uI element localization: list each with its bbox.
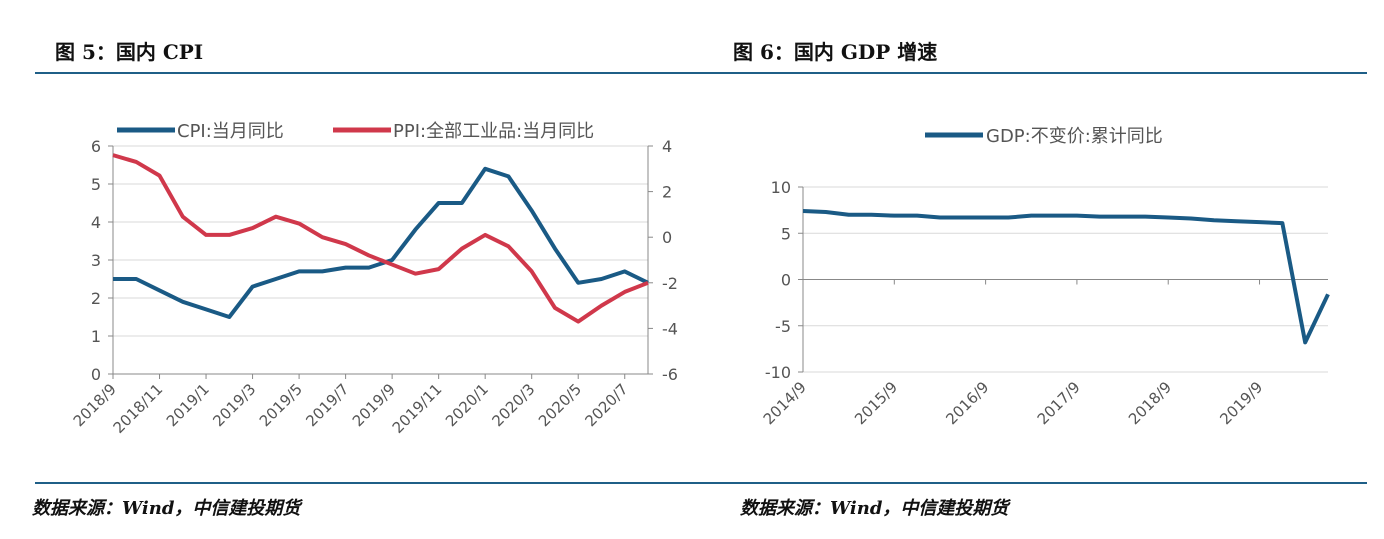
y-left-tick-label: 6 <box>91 137 101 156</box>
x-tick-label: 2019/5 <box>256 380 306 430</box>
y-tick-label: -10 <box>765 363 791 382</box>
left-source-note: 数据来源：Wind，中信建投期货 <box>32 498 301 519</box>
footer-divider <box>35 482 1367 484</box>
gdp-series-line <box>802 209 1330 345</box>
y-right-tick-label: 4 <box>662 137 672 156</box>
x-tick-label: 2019/3 <box>209 380 259 430</box>
x-tick-label: 2018/9 <box>1125 378 1175 428</box>
x-tick-label: 2020/7 <box>582 380 632 430</box>
y-right-tick-label: -2 <box>662 274 678 293</box>
series-line-left <box>113 166 649 319</box>
x-tick-label: 2015/9 <box>851 378 901 428</box>
x-tick-label: 2020/1 <box>442 380 492 430</box>
y-tick-label: 10 <box>771 178 791 197</box>
y-tick-label: 0 <box>781 271 791 290</box>
y-tick-label: 5 <box>781 224 791 243</box>
series-line-right <box>112 153 649 324</box>
y-right-tick-label: 2 <box>662 183 672 202</box>
right-chart-title: 图 6：国内 GDP 增速 <box>733 40 938 64</box>
y-tick-label: -5 <box>775 317 791 336</box>
right-source-note: 数据来源：Wind，中信建投期货 <box>740 498 1009 519</box>
legend-label: CPI:当月同比 <box>177 121 284 142</box>
x-tick-label: 2016/9 <box>942 378 992 428</box>
y-right-tick-label: 0 <box>662 228 672 247</box>
y-left-tick-label: 5 <box>91 175 101 194</box>
x-tick-label: 2019/11 <box>389 380 446 437</box>
x-tick-label: 2019/1 <box>163 380 213 430</box>
legend-label: GDP:不变价:累计同比 <box>986 126 1163 147</box>
y-left-tick-label: 0 <box>91 365 101 384</box>
y-left-tick-label: 1 <box>91 327 101 346</box>
left-chart-title: 图 5：国内 CPI <box>55 40 204 64</box>
x-tick-label: 2019/9 <box>1216 378 1266 428</box>
y-right-tick-label: -6 <box>662 365 678 384</box>
legend-label: PPI:全部工业品:当月同比 <box>393 121 594 142</box>
x-tick-label: 2018/11 <box>110 380 167 437</box>
y-left-tick-label: 4 <box>91 213 101 232</box>
x-tick-label: 2020/3 <box>488 380 538 430</box>
x-tick-label: 2020/5 <box>535 380 585 430</box>
x-tick-label: 2017/9 <box>1034 378 1084 428</box>
y-left-tick-label: 3 <box>91 251 101 270</box>
y-left-tick-label: 2 <box>91 289 101 308</box>
header-divider <box>35 72 1367 74</box>
x-tick-label: 2019/7 <box>302 380 352 430</box>
x-tick-label: 2014/9 <box>760 378 810 428</box>
y-right-tick-label: -4 <box>662 319 678 338</box>
